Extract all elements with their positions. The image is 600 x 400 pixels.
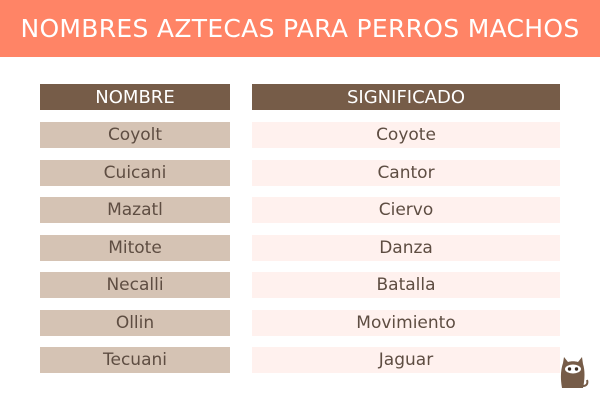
meaning-cell: Danza xyxy=(252,234,560,261)
meaning-cell: Coyote xyxy=(252,122,560,148)
meaning-column: SIGNIFICADO Coyote Cantor Ciervo Danza B… xyxy=(252,84,560,385)
name-column: NOMBRE Coyolt Cuicani Mazatl Mitote Neca… xyxy=(40,84,230,385)
header-significado: SIGNIFICADO xyxy=(252,84,560,110)
meaning-cell: Batalla xyxy=(252,272,560,298)
name-cell: Ollin xyxy=(40,309,230,336)
header-nombre: NOMBRE xyxy=(40,84,230,110)
meaning-cell: Jaguar xyxy=(252,347,560,373)
name-cell: Cuicani xyxy=(40,159,230,186)
name-cell: Necalli xyxy=(40,272,230,298)
name-cell: Coyolt xyxy=(40,122,230,148)
meaning-cell: Cantor xyxy=(252,159,560,186)
name-cell: Mazatl xyxy=(40,197,230,223)
page-title: NOMBRES AZTECAS PARA PERROS MACHOS xyxy=(0,0,600,57)
cat-icon xyxy=(560,357,589,388)
meaning-cell: Ciervo xyxy=(252,197,560,223)
name-cell: Mitote xyxy=(40,234,230,261)
name-cell: Tecuani xyxy=(40,347,230,373)
meaning-cell: Movimiento xyxy=(252,309,560,336)
